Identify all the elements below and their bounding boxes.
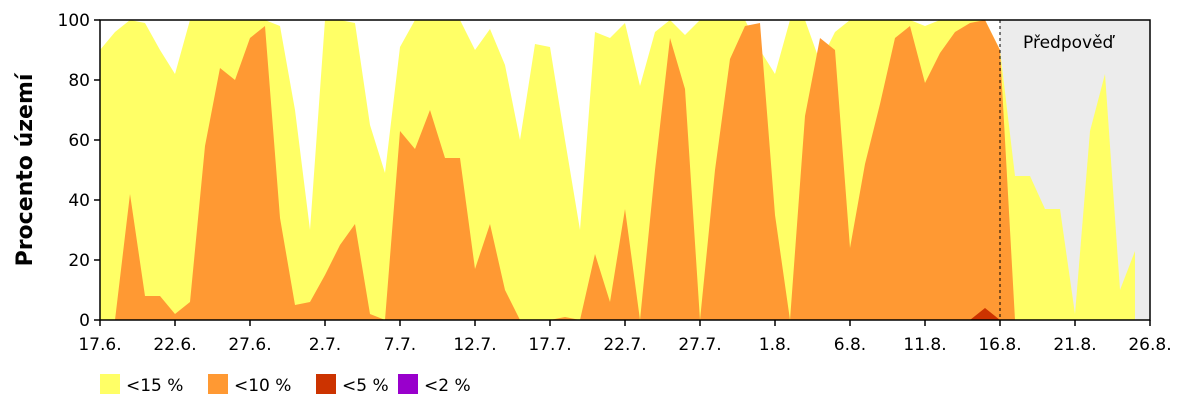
x-tick-label: 21.8. <box>1053 335 1096 355</box>
x-tick-label: 26.8. <box>1128 335 1171 355</box>
x-tick-label: 2.7. <box>309 335 341 355</box>
x-tick-label: 11.8. <box>903 335 946 355</box>
y-tick-label: 80 <box>68 71 90 91</box>
x-tick-label: 12.7. <box>453 335 496 355</box>
series-area-1 <box>100 20 1135 320</box>
legend-swatch <box>316 374 336 394</box>
x-tick-label: 22.6. <box>153 335 196 355</box>
legend-swatch <box>208 374 228 394</box>
y-tick-label: 20 <box>68 251 90 271</box>
legend: <15 % <10 % <5 % <2 % <box>100 374 471 396</box>
y-tick-label: 0 <box>79 311 90 331</box>
x-tick-label: 6.8. <box>834 335 866 355</box>
y-tick-label: 40 <box>68 191 90 211</box>
y-tick-label: 100 <box>58 11 90 31</box>
x-tick-label: 22.7. <box>603 335 646 355</box>
legend-label: <10 % <box>234 376 291 396</box>
x-tick-label: 16.8. <box>978 335 1021 355</box>
x-tick-label: 27.6. <box>228 335 271 355</box>
legend-label: <15 % <box>126 376 183 396</box>
plot-area: Předpověď <box>100 20 1150 320</box>
x-tick-label: 17.6. <box>78 335 121 355</box>
x-tick-label: 27.7. <box>678 335 721 355</box>
forecast-label: Předpověď <box>1023 33 1116 53</box>
legend-label: <2 % <box>424 376 471 396</box>
y-axis-title: Procento území <box>13 72 38 266</box>
axes: 0 20 40 60 80 100 17.6. 22.6. 27.6. 2.7. 7.7. 12.7.… <box>13 11 1172 355</box>
x-tick-label: 7.7. <box>384 335 416 355</box>
x-tick-label: 17.7. <box>528 335 571 355</box>
legend-swatch <box>100 374 120 394</box>
y-tick-label: 60 <box>68 131 90 151</box>
x-tick-label: 1.8. <box>759 335 791 355</box>
legend-swatch <box>398 374 418 394</box>
legend-label: <5 % <box>342 376 389 396</box>
